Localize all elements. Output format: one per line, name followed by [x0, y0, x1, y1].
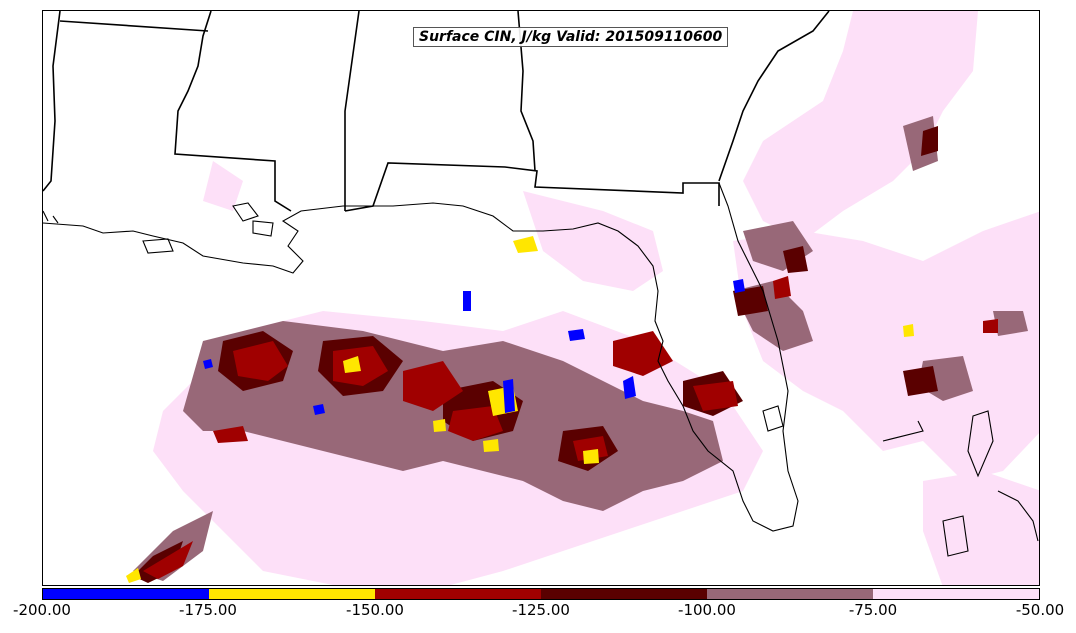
colorbar-tick-labels: -200.00 -175.00 -150.00 -125.00 -100.00 … [0, 601, 1076, 625]
cin-map [43, 11, 1039, 585]
cin-red-region [143, 276, 998, 579]
colorbar [42, 588, 1040, 600]
colorbar-segment-yellow [209, 589, 375, 599]
state-borders [43, 11, 830, 212]
colorbar-segment-red [375, 589, 541, 599]
cin-blue-region [203, 279, 745, 415]
tick-label: -75.00 [848, 601, 898, 619]
tick-label: -100.00 [678, 601, 736, 619]
colorbar-segment-blue [43, 589, 209, 599]
tick-label: -150.00 [346, 601, 404, 619]
map-panel: Surface CIN, J/kg Valid: 201509110600 [42, 10, 1040, 586]
coastline [43, 182, 1039, 557]
tick-label: -175.00 [179, 601, 237, 619]
tick-label: -200.00 [13, 601, 71, 619]
colorbar-segment-mauve [707, 589, 873, 599]
colorbar-segment-darkred [541, 589, 707, 599]
map-title: Surface CIN, J/kg Valid: 201509110600 [413, 27, 729, 47]
tick-label: -125.00 [512, 601, 570, 619]
tick-label: -50.00 [1015, 601, 1065, 619]
colorbar-segment-pink [873, 589, 1039, 599]
